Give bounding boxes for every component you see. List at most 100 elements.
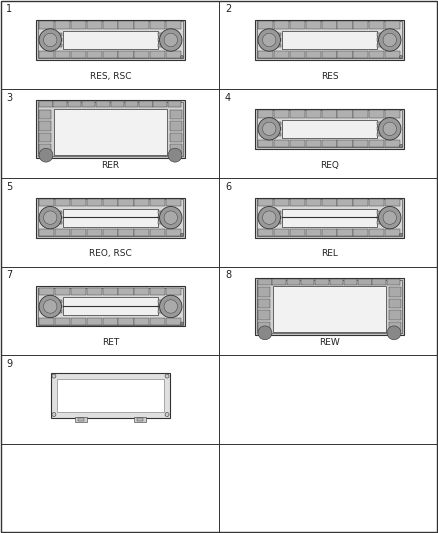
Bar [353, 140, 368, 147]
Bar [134, 318, 149, 325]
Bar [158, 310, 162, 313]
Circle shape [159, 206, 182, 229]
Circle shape [164, 300, 177, 313]
Circle shape [378, 206, 401, 229]
Circle shape [258, 29, 280, 51]
Circle shape [262, 211, 276, 224]
Bar [274, 51, 289, 59]
Bar [102, 199, 118, 206]
Bar [290, 51, 305, 59]
Bar [36, 100, 185, 158]
Text: REW: REW [319, 338, 340, 348]
Bar [290, 199, 305, 206]
Circle shape [180, 55, 184, 59]
Circle shape [399, 55, 403, 59]
Bar [64, 297, 158, 316]
Bar [57, 379, 164, 411]
Bar [290, 110, 305, 117]
Text: RES, RSC: RES, RSC [90, 72, 131, 81]
Circle shape [262, 122, 276, 135]
Bar [150, 21, 165, 29]
Bar [387, 279, 400, 285]
Bar [67, 101, 81, 107]
Bar [102, 21, 118, 29]
Bar [150, 199, 165, 206]
Bar [39, 144, 51, 154]
Bar [337, 229, 353, 236]
Bar [134, 51, 149, 59]
Bar [134, 199, 149, 206]
Bar [377, 44, 381, 47]
Circle shape [52, 374, 56, 378]
Bar [170, 133, 183, 142]
Bar [158, 305, 162, 308]
Circle shape [378, 29, 401, 51]
Bar [369, 140, 384, 147]
Bar [258, 310, 270, 320]
Text: RER: RER [102, 160, 120, 169]
Bar [377, 216, 381, 219]
Bar [321, 140, 337, 147]
Bar [57, 221, 62, 224]
Text: 8: 8 [225, 271, 231, 280]
Bar [274, 110, 289, 117]
Text: 4: 4 [225, 93, 231, 103]
Bar [166, 21, 181, 29]
Bar [258, 140, 273, 147]
Bar [337, 51, 353, 59]
Bar [369, 229, 384, 236]
Bar [315, 279, 328, 285]
Circle shape [165, 374, 169, 378]
Bar [258, 299, 270, 309]
Bar [71, 199, 86, 206]
Circle shape [43, 211, 57, 224]
Bar [78, 417, 84, 421]
Bar [51, 373, 170, 417]
Bar [389, 322, 402, 332]
Bar [38, 288, 184, 325]
Bar [286, 279, 300, 285]
Circle shape [399, 233, 403, 236]
Bar [255, 109, 404, 149]
Bar [87, 21, 102, 29]
Circle shape [262, 33, 276, 47]
Circle shape [39, 148, 53, 162]
Bar [385, 110, 400, 117]
Bar [321, 229, 337, 236]
Circle shape [159, 295, 182, 318]
Bar [71, 318, 86, 325]
Bar [272, 279, 286, 285]
Bar [39, 121, 51, 131]
Bar [87, 199, 102, 206]
Bar [55, 21, 70, 29]
Bar [257, 110, 403, 147]
Text: 6: 6 [225, 182, 231, 192]
Bar [377, 221, 381, 224]
Bar [329, 279, 343, 285]
Bar [39, 110, 51, 119]
Bar [369, 199, 384, 206]
Bar [55, 229, 70, 236]
Circle shape [39, 29, 61, 51]
Circle shape [164, 211, 177, 224]
Bar [321, 21, 337, 29]
Bar [55, 318, 70, 325]
Text: RET: RET [102, 338, 119, 348]
Bar [377, 38, 381, 42]
Bar [150, 229, 165, 236]
Text: REQ: REQ [320, 160, 339, 169]
Bar [258, 199, 273, 206]
Circle shape [383, 33, 396, 47]
Bar [337, 110, 353, 117]
Bar [168, 101, 181, 107]
Bar [39, 101, 53, 107]
Bar [38, 21, 184, 59]
Bar [57, 211, 62, 214]
Bar [166, 229, 181, 236]
Bar [57, 216, 62, 219]
Bar [306, 21, 321, 29]
Bar [39, 21, 54, 29]
Bar [283, 31, 377, 49]
Bar [170, 144, 183, 154]
Bar [57, 310, 62, 313]
